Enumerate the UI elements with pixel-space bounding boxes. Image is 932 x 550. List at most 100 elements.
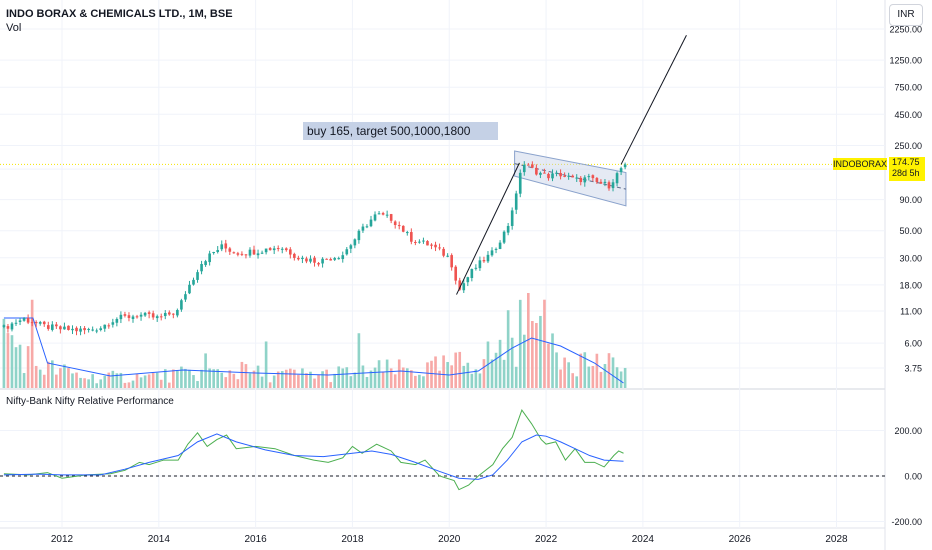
- volume-bar: [163, 369, 167, 388]
- candle-body: [131, 316, 135, 319]
- candle-body: [607, 182, 611, 189]
- candle-body: [498, 242, 502, 249]
- candle-body: [167, 312, 171, 315]
- x-tick-label: 2012: [51, 534, 74, 545]
- volume-bar: [490, 359, 494, 388]
- volume-bar: [220, 372, 224, 388]
- candle-body: [236, 253, 240, 255]
- candle-body: [486, 254, 490, 262]
- volume-bar: [583, 352, 587, 388]
- grid: [0, 0, 886, 550]
- candle-body: [232, 252, 236, 254]
- candle-body: [34, 322, 38, 324]
- trade-annotation[interactable]: buy 165, target 500,1000,1800: [303, 122, 498, 140]
- candle-body: [414, 242, 417, 244]
- candle-body: [172, 313, 175, 315]
- volume-bar: [389, 368, 393, 388]
- volume-bar: [430, 360, 433, 388]
- candle-body: [401, 225, 405, 232]
- volume-bar: [373, 367, 377, 388]
- candle-body: [434, 244, 437, 248]
- candle-body: [373, 214, 377, 221]
- candle-body: [490, 250, 494, 256]
- volume-bar: [14, 347, 18, 388]
- volume-bar: [466, 362, 470, 388]
- candle-body: [353, 239, 357, 246]
- volume-bar: [543, 299, 546, 388]
- volume-bar: [345, 367, 349, 388]
- volume-bar: [321, 371, 324, 388]
- volume-bar: [535, 323, 538, 388]
- candle-body: [91, 329, 94, 331]
- y-tick-label: 750.00: [894, 83, 922, 93]
- volume-bar: [18, 344, 22, 388]
- volume-bar: [176, 370, 179, 388]
- candle-body: [127, 315, 131, 318]
- candle-body: [317, 263, 320, 265]
- volume-bar: [607, 353, 611, 388]
- candle-body: [543, 172, 546, 174]
- volume-bar: [438, 370, 441, 388]
- volume-bar: [6, 333, 10, 388]
- candle-body: [83, 328, 86, 331]
- volume-bar: [522, 334, 526, 388]
- rp-tick-label: -200.00: [891, 517, 922, 527]
- candle-body: [337, 258, 341, 260]
- volume-bar: [313, 378, 316, 388]
- volume-bar: [79, 377, 82, 388]
- candle-body: [418, 241, 421, 243]
- candle-body: [208, 253, 211, 263]
- volume-bar: [180, 366, 183, 388]
- candle-body: [325, 258, 328, 260]
- volume-bar: [228, 370, 232, 388]
- candle-body: [301, 257, 304, 260]
- volume-bar: [264, 341, 268, 388]
- candle-body: [442, 248, 445, 256]
- volume-bar: [63, 364, 66, 388]
- candle-body: [470, 269, 474, 279]
- volume-bar: [325, 369, 328, 388]
- volume-bar: [115, 373, 119, 388]
- volume-bar: [200, 369, 203, 388]
- drawings: [456, 35, 687, 295]
- volume-bar: [611, 357, 615, 388]
- volume-bar: [305, 373, 308, 388]
- candle-body: [212, 252, 215, 254]
- volume-bar: [527, 293, 530, 388]
- volume-bar: [280, 371, 284, 388]
- volume-bar: [462, 365, 466, 388]
- volume-bar: [547, 343, 550, 388]
- candle-body: [268, 248, 272, 251]
- candle-body: [405, 232, 409, 234]
- volume-bar: [377, 360, 381, 388]
- volume-bar: [555, 352, 558, 388]
- currency-button[interactable]: INR: [889, 4, 923, 26]
- candle-body: [115, 318, 119, 323]
- volume-bar: [95, 383, 99, 388]
- volume-bar: [87, 379, 90, 388]
- candle-body: [458, 280, 462, 290]
- candle-body: [107, 325, 111, 327]
- y-tick-label: 18.00: [899, 280, 922, 290]
- x-tick-label: 2014: [148, 534, 171, 545]
- candle-body: [454, 266, 458, 281]
- volume-bar: [196, 381, 199, 388]
- candle-body: [502, 231, 506, 243]
- y-tick-label: 90.00: [899, 195, 922, 205]
- candle-body: [163, 312, 167, 317]
- candle-body: [446, 255, 449, 257]
- volume-bar: [498, 339, 502, 388]
- candle-body: [26, 318, 30, 323]
- price-value: 174.75: [892, 157, 920, 167]
- candle-body: [280, 248, 284, 250]
- candle-body: [46, 325, 50, 329]
- y-tick-label: 1250.00: [889, 56, 922, 66]
- volume-bar: [591, 366, 595, 388]
- candle-body: [397, 225, 401, 227]
- volume-bar: [341, 368, 345, 388]
- volume-bar: [71, 373, 74, 388]
- volume-bar: [232, 373, 236, 388]
- candle-body: [506, 225, 510, 233]
- y-tick-label: 250.00: [894, 141, 922, 151]
